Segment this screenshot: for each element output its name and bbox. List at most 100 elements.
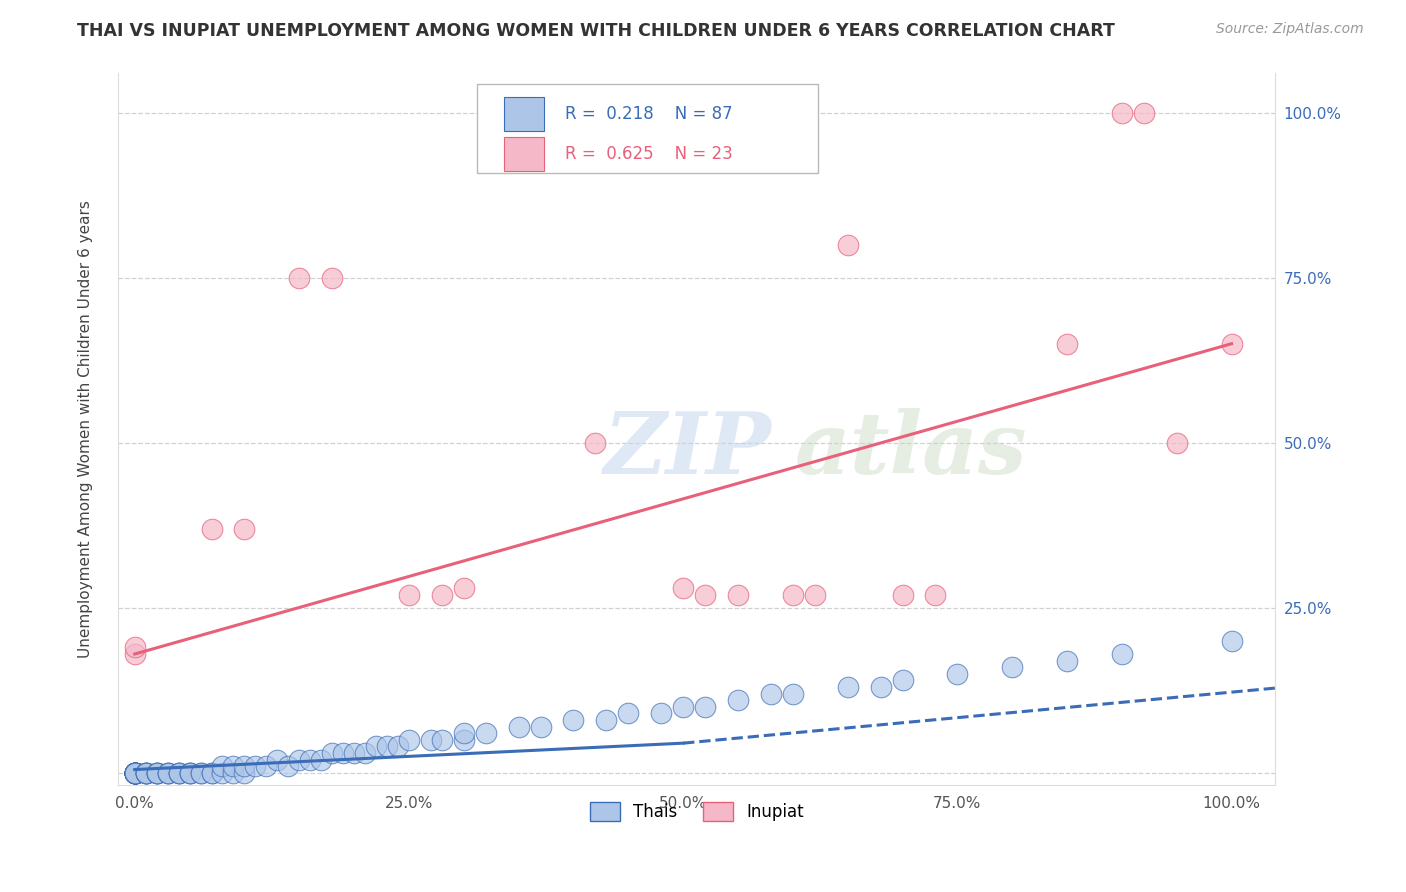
Point bbox=[124, 640, 146, 655]
Point bbox=[124, 765, 146, 780]
Legend: Thais, Inupiat: Thais, Inupiat bbox=[582, 794, 813, 830]
Point bbox=[156, 765, 179, 780]
Point bbox=[891, 673, 914, 688]
Point bbox=[211, 765, 233, 780]
Point bbox=[562, 713, 585, 727]
Point bbox=[211, 759, 233, 773]
Text: atlas: atlas bbox=[796, 409, 1028, 492]
Point bbox=[124, 765, 146, 780]
Point bbox=[124, 765, 146, 780]
Point bbox=[124, 765, 146, 780]
Text: Source: ZipAtlas.com: Source: ZipAtlas.com bbox=[1216, 22, 1364, 37]
Point bbox=[364, 739, 387, 754]
Point bbox=[190, 765, 212, 780]
Point bbox=[430, 732, 453, 747]
Point bbox=[1056, 654, 1078, 668]
Point bbox=[837, 680, 859, 694]
Point bbox=[1001, 660, 1024, 674]
Point bbox=[222, 759, 245, 773]
Point bbox=[453, 581, 475, 595]
Point bbox=[1220, 336, 1243, 351]
Point bbox=[167, 765, 190, 780]
Point bbox=[135, 765, 157, 780]
FancyBboxPatch shape bbox=[503, 137, 544, 171]
Point bbox=[583, 435, 606, 450]
Point bbox=[179, 765, 201, 780]
Point bbox=[124, 765, 146, 780]
Text: R =  0.625    N = 23: R = 0.625 N = 23 bbox=[565, 145, 733, 163]
Point bbox=[135, 765, 157, 780]
Point bbox=[803, 588, 825, 602]
Point bbox=[321, 270, 343, 285]
Point bbox=[398, 588, 420, 602]
Point bbox=[453, 732, 475, 747]
Point bbox=[453, 726, 475, 740]
Point bbox=[124, 765, 146, 780]
Point bbox=[375, 739, 398, 754]
Point bbox=[266, 753, 288, 767]
FancyBboxPatch shape bbox=[503, 97, 544, 131]
Text: R =  0.218    N = 87: R = 0.218 N = 87 bbox=[565, 105, 733, 123]
FancyBboxPatch shape bbox=[477, 84, 818, 173]
Point bbox=[135, 765, 157, 780]
Point bbox=[1111, 647, 1133, 661]
Point bbox=[124, 765, 146, 780]
Point bbox=[727, 588, 749, 602]
Point bbox=[124, 765, 146, 780]
Point bbox=[179, 765, 201, 780]
Point bbox=[124, 765, 146, 780]
Point bbox=[200, 765, 222, 780]
Point bbox=[693, 699, 716, 714]
Point bbox=[299, 753, 322, 767]
Point bbox=[1220, 633, 1243, 648]
Point bbox=[124, 765, 146, 780]
Point bbox=[398, 732, 420, 747]
Point bbox=[124, 765, 146, 780]
Point bbox=[145, 765, 167, 780]
Point bbox=[277, 759, 299, 773]
Point bbox=[124, 765, 146, 780]
Point bbox=[167, 765, 190, 780]
Point bbox=[869, 680, 891, 694]
Point bbox=[617, 706, 640, 721]
Point bbox=[321, 746, 343, 760]
Point bbox=[508, 720, 530, 734]
Y-axis label: Unemployment Among Women with Children Under 6 years: Unemployment Among Women with Children U… bbox=[79, 200, 93, 657]
Point bbox=[727, 693, 749, 707]
Point bbox=[145, 765, 167, 780]
Point bbox=[200, 522, 222, 536]
Point bbox=[124, 765, 146, 780]
Point bbox=[672, 581, 695, 595]
Point bbox=[1056, 336, 1078, 351]
Point bbox=[693, 588, 716, 602]
Point bbox=[529, 720, 551, 734]
Point bbox=[332, 746, 354, 760]
Point bbox=[891, 588, 914, 602]
Point bbox=[190, 765, 212, 780]
Point bbox=[430, 588, 453, 602]
Point bbox=[595, 713, 617, 727]
Point bbox=[124, 765, 146, 780]
Point bbox=[135, 765, 157, 780]
Text: ZIP: ZIP bbox=[605, 409, 772, 492]
Point bbox=[124, 765, 146, 780]
Point bbox=[782, 588, 804, 602]
Point bbox=[419, 732, 441, 747]
Point bbox=[124, 765, 146, 780]
Point bbox=[387, 739, 409, 754]
Point bbox=[1133, 105, 1156, 120]
Point bbox=[650, 706, 672, 721]
Point bbox=[135, 765, 157, 780]
Point bbox=[145, 765, 167, 780]
Point bbox=[145, 765, 167, 780]
Point bbox=[782, 687, 804, 701]
Point bbox=[222, 765, 245, 780]
Point bbox=[1111, 105, 1133, 120]
Point bbox=[1166, 435, 1188, 450]
Point bbox=[233, 759, 256, 773]
Point bbox=[200, 765, 222, 780]
Point bbox=[309, 753, 332, 767]
Point bbox=[474, 726, 496, 740]
Point bbox=[167, 765, 190, 780]
Point bbox=[288, 753, 311, 767]
